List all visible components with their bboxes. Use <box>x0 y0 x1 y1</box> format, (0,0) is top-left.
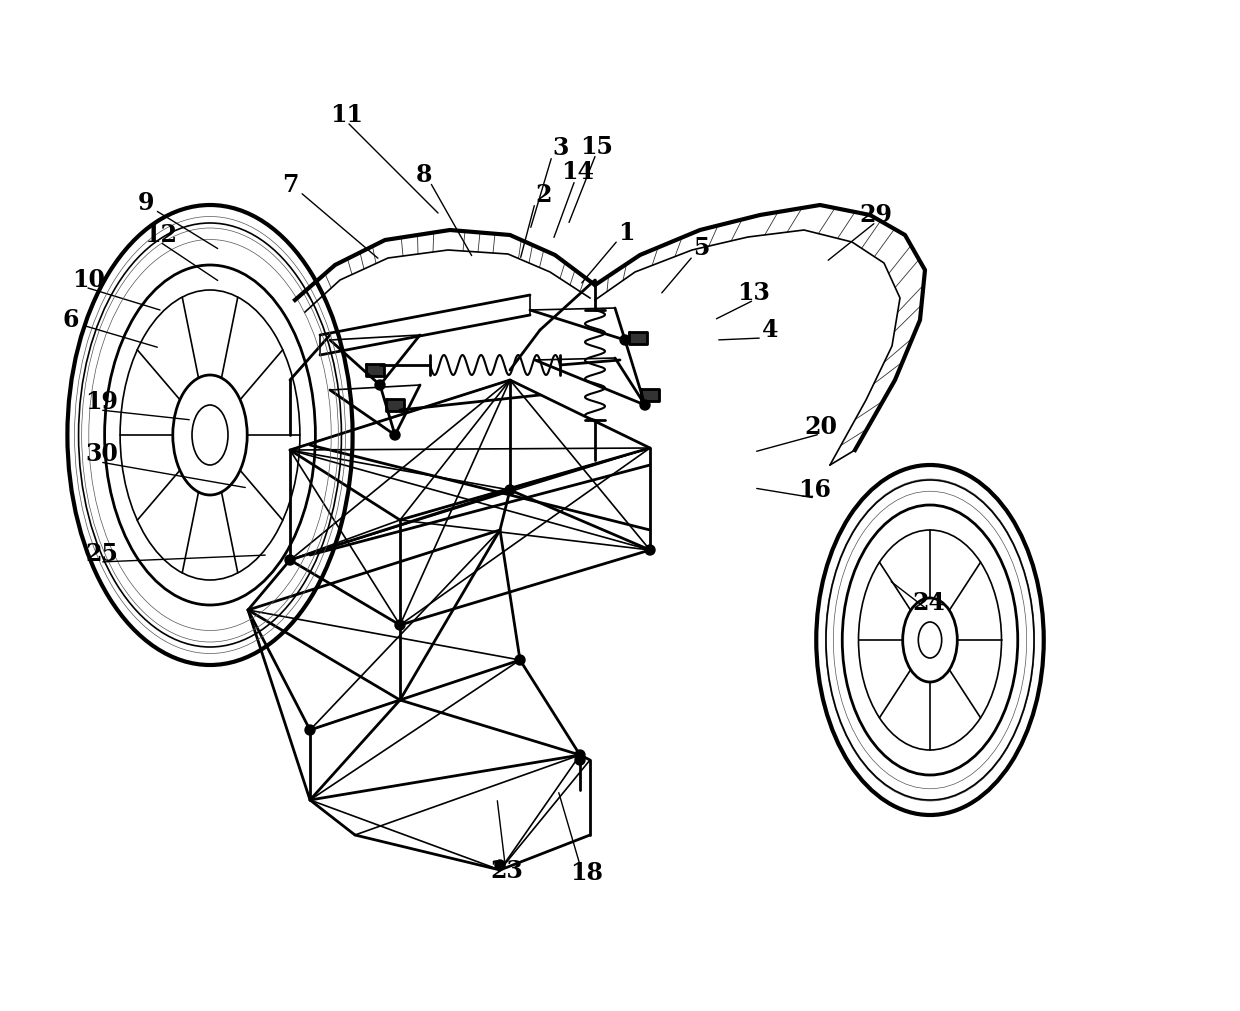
Circle shape <box>640 400 650 410</box>
Text: 10: 10 <box>72 268 105 292</box>
Text: 6: 6 <box>62 308 78 332</box>
Text: 13: 13 <box>737 281 770 305</box>
Circle shape <box>396 620 405 630</box>
Text: 25: 25 <box>86 542 118 566</box>
Text: 19: 19 <box>86 390 118 413</box>
Circle shape <box>285 555 295 565</box>
Text: 16: 16 <box>799 478 831 502</box>
Text: 14: 14 <box>560 160 594 184</box>
Circle shape <box>374 380 384 390</box>
Text: 5: 5 <box>693 236 709 260</box>
Text: 1: 1 <box>618 221 635 245</box>
Polygon shape <box>641 389 658 401</box>
Text: 8: 8 <box>415 163 433 187</box>
Circle shape <box>505 485 515 495</box>
Circle shape <box>620 335 630 345</box>
Text: 29: 29 <box>859 203 892 227</box>
Text: 20: 20 <box>804 415 837 439</box>
Circle shape <box>515 655 525 665</box>
Text: 18: 18 <box>570 861 603 885</box>
Text: 2: 2 <box>534 183 552 207</box>
Text: 11: 11 <box>330 103 363 127</box>
Polygon shape <box>386 399 404 411</box>
Circle shape <box>305 725 315 735</box>
Text: 30: 30 <box>86 442 118 466</box>
Polygon shape <box>629 332 647 344</box>
Circle shape <box>575 755 585 765</box>
Text: 23: 23 <box>490 859 523 883</box>
Circle shape <box>495 860 505 870</box>
Text: 24: 24 <box>911 591 945 615</box>
Text: 3: 3 <box>552 136 568 160</box>
Circle shape <box>645 545 655 555</box>
Text: 9: 9 <box>138 191 155 215</box>
Circle shape <box>391 430 401 440</box>
Text: 4: 4 <box>763 318 779 342</box>
Circle shape <box>575 750 585 760</box>
Text: 15: 15 <box>580 135 613 159</box>
Polygon shape <box>366 364 384 376</box>
Text: 12: 12 <box>144 223 177 247</box>
Text: 7: 7 <box>281 173 299 197</box>
